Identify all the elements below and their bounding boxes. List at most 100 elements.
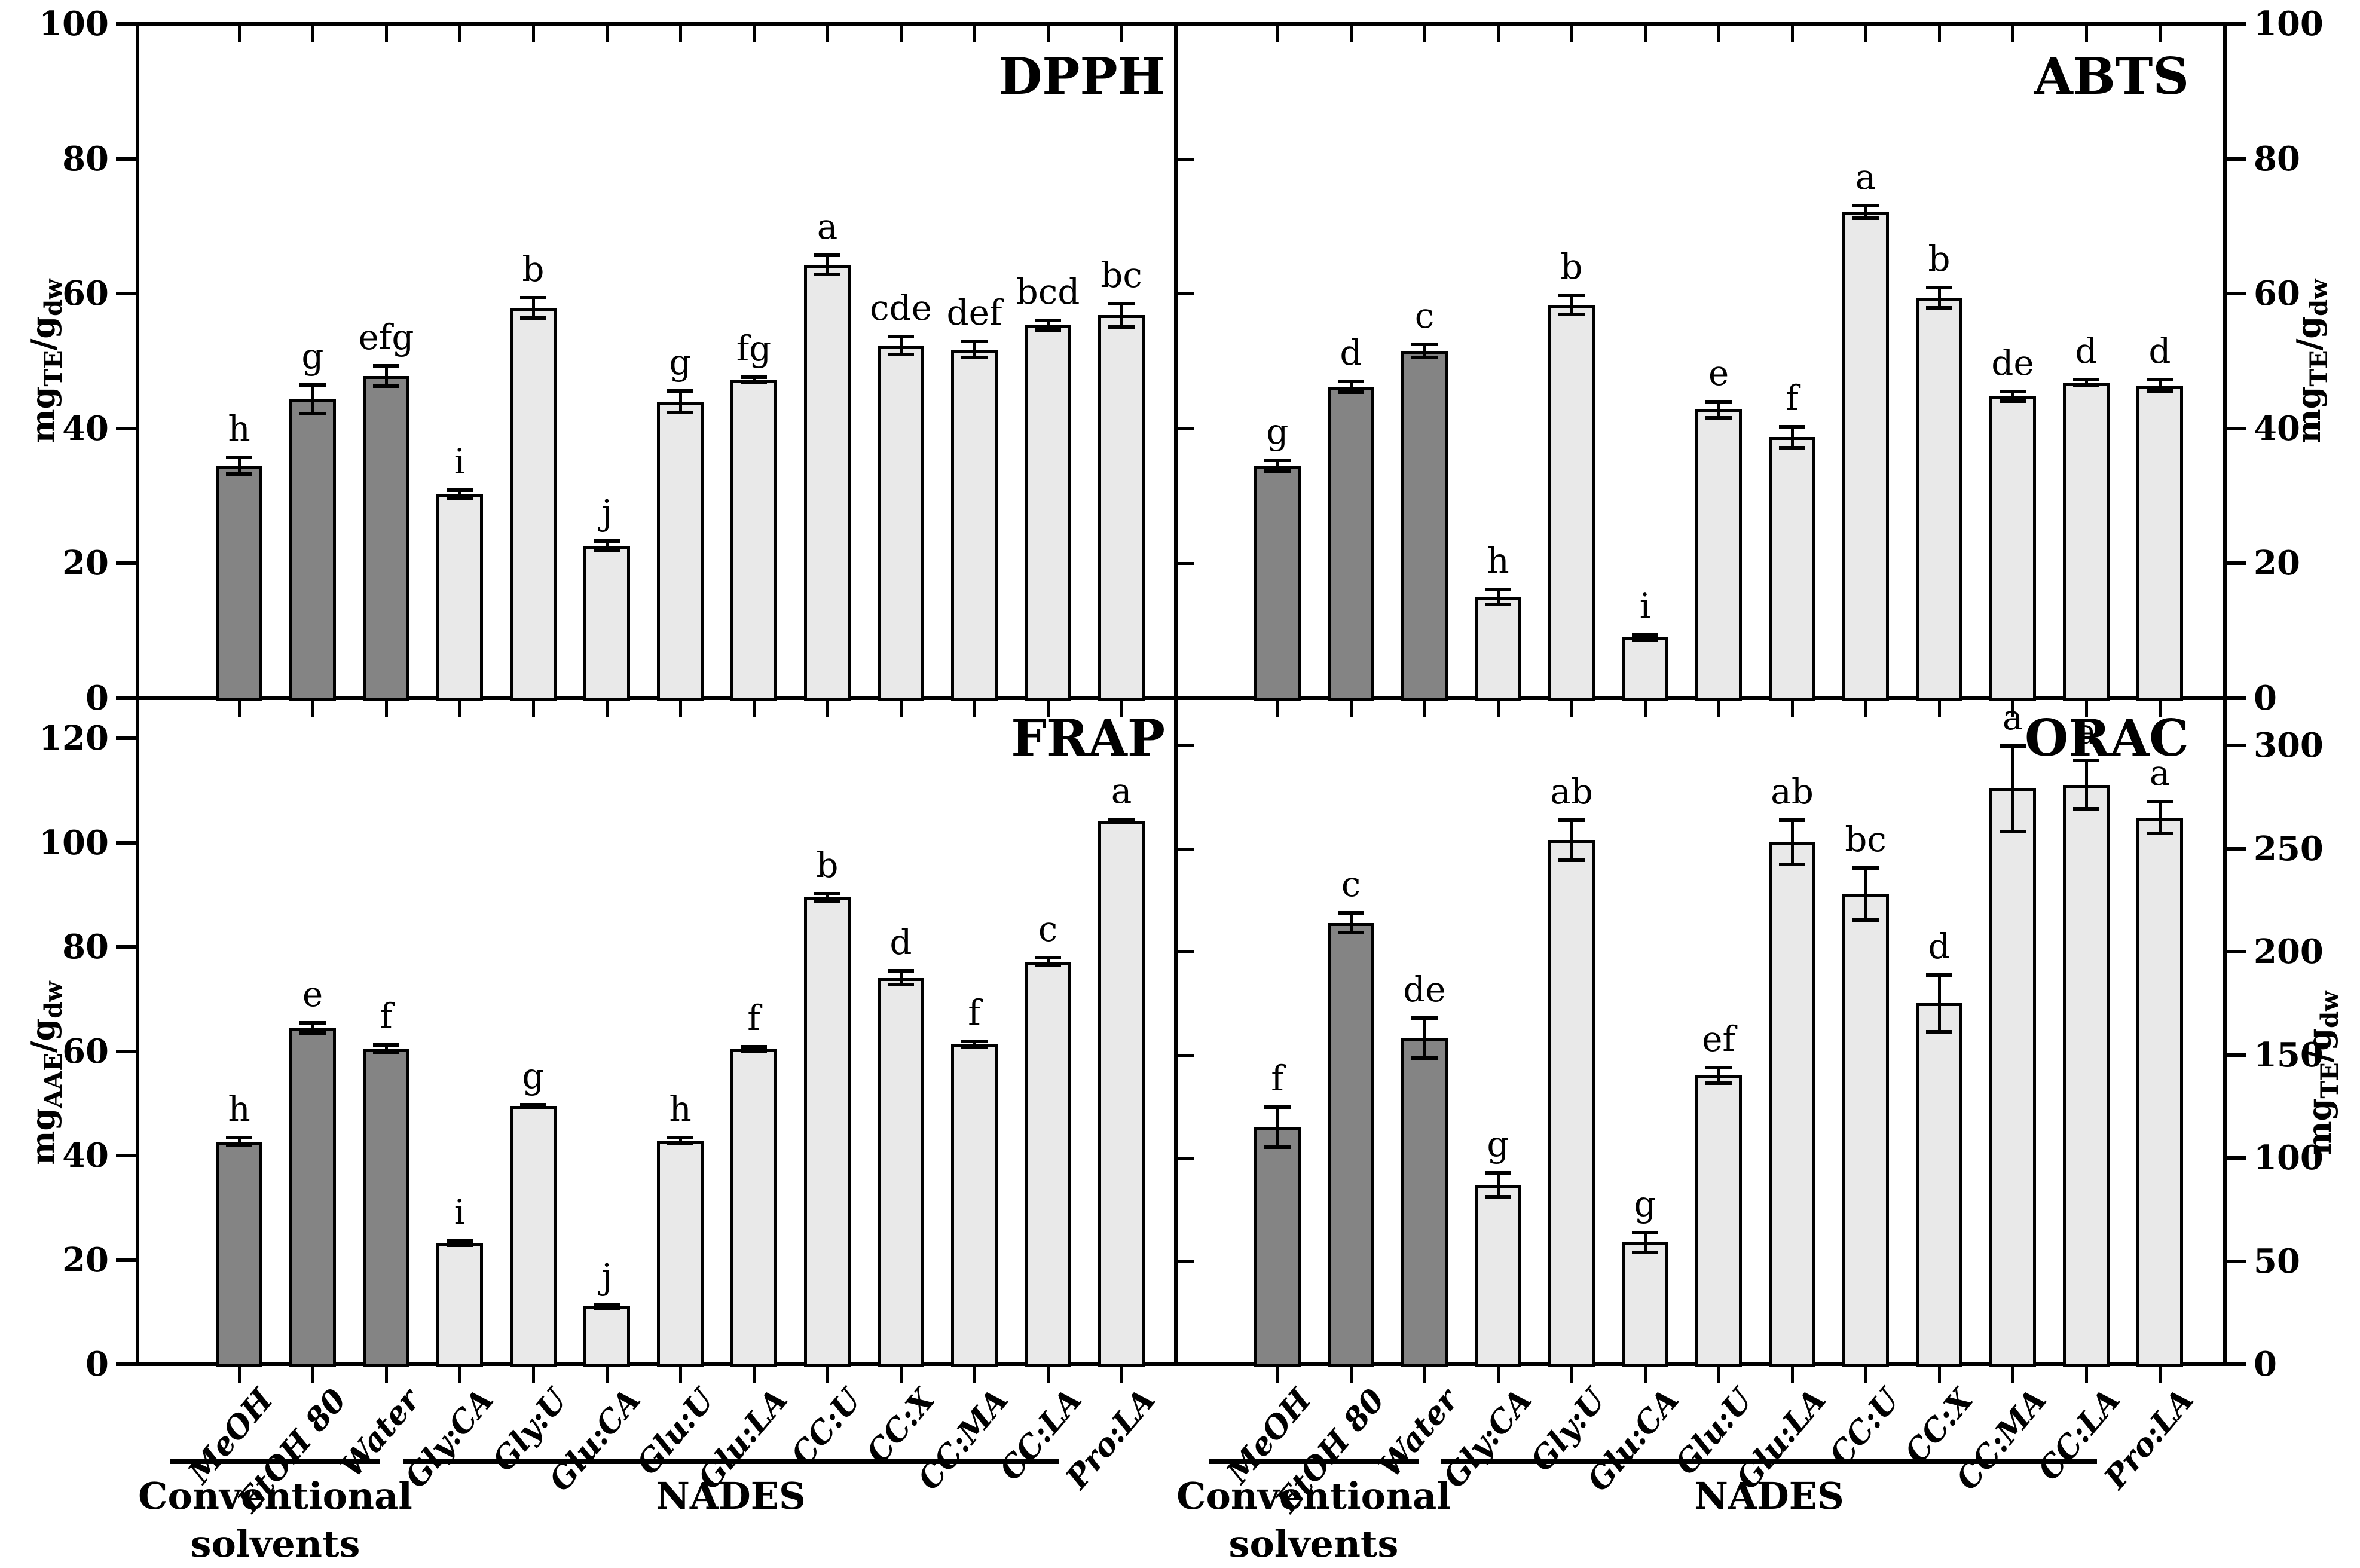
y-tick-orac-50: [2225, 1259, 2246, 1263]
top-category-tick: [679, 26, 682, 42]
sig-letter-frap-10: f: [968, 992, 981, 1034]
x-tick-frap-11: [1047, 1367, 1050, 1383]
divider-tick-orac-150: [1178, 1053, 1194, 1057]
y-tick-label-dpph-40: 40: [62, 408, 109, 448]
error-bar-orac-11: [2085, 760, 2088, 809]
sig-letter-dpph-9: cde: [870, 288, 932, 329]
error-bar-abts-3: [1497, 589, 1500, 606]
x-tick-abts-9: [1938, 701, 1941, 717]
y-tick-label-frap-100: 100: [39, 823, 109, 863]
y-tick-label-orac-0: 0: [2254, 1344, 2277, 1384]
error-cap-bottom-frap-8: [814, 899, 840, 903]
bar-orac-3: [1475, 1184, 1521, 1367]
error-cap-top-abts-6: [1705, 399, 1732, 404]
sig-letter-orac-8: bc: [1845, 818, 1887, 860]
x-tick-dpph-11: [1047, 701, 1050, 717]
error-cap-bottom-dpph-9: [888, 352, 914, 356]
sig-letter-abts-6: e: [1708, 352, 1729, 393]
y-tick-frap-20: [116, 1258, 137, 1262]
error-cap-bottom-orac-8: [1852, 918, 1879, 922]
x-tick-abts-5: [1644, 701, 1647, 717]
error-bar-dpph-5: [606, 540, 609, 552]
y-tick-abts-80: [2225, 157, 2246, 161]
error-cap-bottom-dpph-0: [226, 472, 252, 476]
error-cap-bottom-orac-0: [1264, 1145, 1291, 1149]
top-category-tick: [1644, 26, 1647, 42]
frame-right: [2223, 22, 2227, 1366]
error-cap-bottom-frap-10: [961, 1044, 988, 1049]
y-tick-abts-100: [2225, 22, 2246, 26]
sig-letter-orac-7: ab: [1771, 771, 1814, 812]
error-cap-bottom-frap-0: [226, 1144, 252, 1148]
error-bar-orac-5: [1644, 1232, 1647, 1253]
error-cap-top-frap-6: [667, 1135, 693, 1139]
y-tick-frap-60: [116, 1049, 137, 1053]
x-tick-abts-1: [1350, 701, 1353, 717]
top-category-tick: [900, 26, 903, 42]
error-cap-top-dpph-5: [594, 539, 620, 543]
top-category-tick: [1120, 26, 1123, 42]
sig-letter-frap-2: f: [380, 996, 393, 1037]
sig-letter-orac-10: a: [2002, 697, 2023, 738]
y-tick-dpph-60: [116, 292, 137, 296]
error-cap-top-orac-9: [1926, 973, 1952, 977]
error-cap-bottom-frap-1: [299, 1031, 326, 1035]
bar-abts-0: [1254, 465, 1301, 701]
y-tick-dpph-100: [116, 22, 137, 26]
y-tick-frap-80: [116, 945, 137, 949]
sig-letter-abts-1: d: [1340, 332, 1362, 373]
error-cap-top-abts-12: [2147, 378, 2173, 382]
y-axis-label-part: mg: [24, 1108, 62, 1165]
top-category-tick: [973, 26, 976, 42]
y-tick-label-orac-150: 150: [2254, 1035, 2324, 1075]
error-bar-frap-3: [458, 1240, 461, 1246]
sig-letter-dpph-7: fg: [736, 328, 772, 369]
bar-frap-3: [436, 1243, 483, 1367]
sig-letter-frap-11: c: [1038, 908, 1058, 949]
error-bar-dpph-1: [311, 384, 314, 415]
error-cap-bottom-orac-7: [1779, 863, 1805, 867]
top-category-tick: [1791, 26, 1794, 42]
x-tick-abts-3: [1497, 701, 1500, 717]
error-bar-orac-6: [1717, 1067, 1720, 1084]
x-tick-orac-9: [1938, 1367, 1941, 1383]
error-cap-top-frap-2: [373, 1043, 399, 1047]
error-cap-top-abts-2: [1411, 342, 1438, 346]
error-cap-top-orac-10: [2000, 744, 2026, 748]
bar-abts-12: [2136, 385, 2183, 701]
frame-divider-vertical: [1174, 22, 1178, 1366]
error-cap-bottom-abts-10: [2000, 399, 2026, 403]
x-tick-frap-5: [606, 1367, 609, 1383]
error-bar-dpph-7: [753, 376, 756, 384]
divider-tick-abts-20: [1178, 562, 1194, 566]
group-underline-nades: [403, 1459, 1059, 1464]
sig-letter-dpph-3: i: [454, 441, 466, 482]
error-cap-top-orac-6: [1705, 1066, 1732, 1070]
y-tick-dpph-80: [116, 157, 137, 161]
sig-letter-abts-8: a: [1855, 157, 1876, 198]
error-cap-top-orac-12: [2147, 800, 2173, 804]
error-bar-abts-9: [1938, 286, 1941, 308]
x-tick-frap-0: [238, 1367, 241, 1383]
sig-letter-orac-12: a: [2149, 753, 2171, 794]
error-cap-bottom-dpph-5: [594, 549, 620, 553]
error-cap-top-frap-3: [447, 1239, 473, 1243]
error-cap-bottom-dpph-6: [667, 410, 693, 414]
error-cap-bottom-orac-6: [1705, 1081, 1732, 1085]
x-tick-orac-11: [2085, 1367, 2088, 1383]
error-cap-bottom-orac-2: [1411, 1056, 1438, 1060]
top-category-tick: [2159, 26, 2162, 42]
error-bar-orac-0: [1276, 1106, 1279, 1148]
frame-top: [136, 22, 2227, 26]
x-tick-dpph-4: [532, 701, 535, 717]
top-category-tick: [826, 26, 829, 42]
y-tick-abts-20: [2225, 561, 2246, 566]
error-cap-bottom-abts-11: [2073, 383, 2099, 387]
top-category-tick: [1938, 26, 1941, 42]
x-tick-abts-8: [1864, 701, 1867, 717]
error-cap-bottom-abts-12: [2147, 389, 2173, 393]
group-label-nades-line1: NADES: [1694, 1474, 1844, 1518]
bar-orac-9: [1916, 1003, 1962, 1367]
top-category-tick: [1276, 26, 1279, 42]
group-label-nades-line1: NADES: [656, 1474, 806, 1518]
